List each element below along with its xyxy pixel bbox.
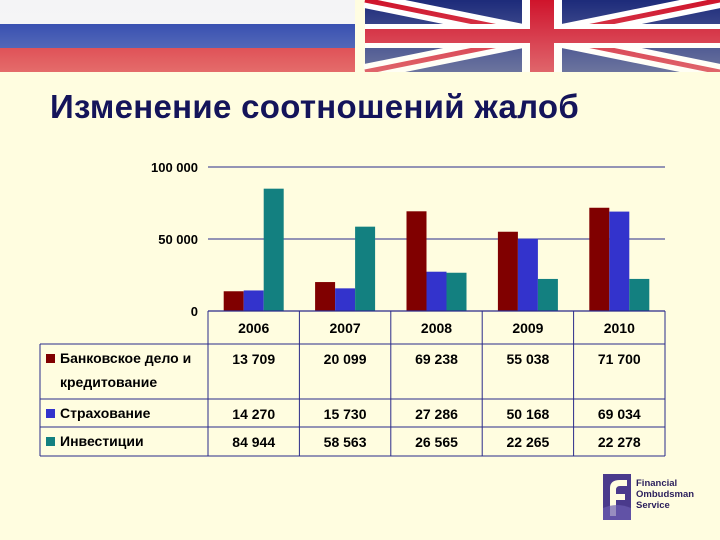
data-label: 22 265 — [506, 434, 549, 450]
data-label: 69 034 — [598, 406, 641, 422]
y-tick-label: 0 — [191, 304, 198, 319]
bar — [243, 290, 264, 311]
bar — [589, 207, 610, 311]
legend-swatch — [46, 409, 55, 418]
y-tick-label: 100 000 — [151, 160, 198, 175]
logo-line-ombudsman: Ombudsman — [636, 489, 695, 500]
chart-data-table: 2006 2007 2008 2009 2010 Банковское дело и кре… — [39, 310, 666, 457]
data-label: 15 730 — [324, 406, 367, 422]
x-tick-label: 2008 — [421, 320, 452, 336]
slide-title: Изменение соотношений жалоб — [50, 88, 580, 125]
data-label: 27 286 — [415, 406, 458, 422]
x-tick-label: 2010 — [604, 320, 635, 336]
logo-line-financial: Financial — [636, 478, 678, 489]
data-label: 13 709 — [232, 351, 275, 367]
x-tick-label: 2006 — [238, 320, 269, 336]
data-label: 14 270 — [232, 406, 275, 422]
bar — [446, 272, 467, 311]
bar — [263, 188, 284, 311]
x-tick-label: 2009 — [512, 320, 543, 336]
complaints-bar-chart: 0 50 000 100 000 2006 2007 2008 2009 2010 Банко… — [39, 160, 666, 457]
data-label: 69 238 — [415, 351, 458, 367]
logo-line-service: Service — [636, 500, 670, 511]
legend-label: Страхование — [60, 405, 151, 421]
legend-label: кредитование — [60, 374, 157, 390]
flags-banner — [0, 0, 720, 72]
bar — [497, 231, 518, 311]
bar — [223, 291, 244, 311]
legend-swatch — [46, 437, 55, 446]
fos-logo-icon — [603, 474, 631, 520]
bar — [335, 288, 356, 311]
y-tick-label: 50 000 — [158, 232, 198, 247]
data-label: 50 168 — [506, 406, 549, 422]
fos-logo: Financial Ombudsman Service — [600, 472, 710, 524]
bar — [609, 211, 630, 311]
bar — [406, 211, 427, 311]
bar — [629, 278, 650, 311]
chart-axis: 0 50 000 100 000 — [151, 160, 198, 319]
data-label: 71 700 — [598, 351, 641, 367]
bar — [426, 271, 447, 311]
bar — [517, 238, 538, 311]
data-label: 84 944 — [232, 434, 275, 450]
legend-label: Инвестиции — [60, 433, 144, 449]
bar — [355, 226, 376, 311]
data-label: 26 565 — [415, 434, 458, 450]
data-label: 20 099 — [324, 351, 367, 367]
bar — [315, 282, 336, 311]
legend-swatch — [46, 354, 55, 363]
chart-bars — [223, 188, 650, 311]
x-tick-label: 2007 — [330, 320, 361, 336]
data-label: 55 038 — [506, 351, 549, 367]
legend-label: Банковское дело и — [60, 350, 191, 366]
bar — [537, 278, 558, 311]
data-label: 58 563 — [324, 434, 367, 450]
data-label: 22 278 — [598, 434, 641, 450]
